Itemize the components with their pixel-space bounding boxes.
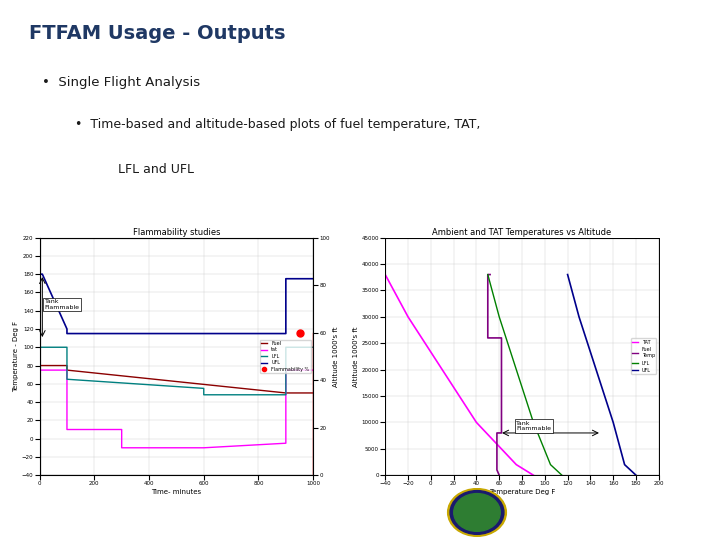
tat: [199, 444, 208, 451]
TAT: [404, 314, 413, 320]
LFL: [546, 461, 555, 468]
Fuel: [282, 390, 290, 396]
UFL: [609, 419, 618, 426]
LFL: [282, 344, 290, 350]
UFL: [63, 326, 71, 332]
UFL: [38, 271, 47, 278]
tat: [295, 367, 304, 373]
Legend: TAT, Fuel
Temp, LFL, UFL: TAT, Fuel Temp, LFL, UFL: [631, 339, 657, 374]
UFL: [63, 330, 71, 337]
tat: [282, 367, 290, 373]
Fuel
Temp: [498, 335, 506, 341]
Line: LFL: LFL: [40, 347, 313, 395]
tat: [63, 367, 71, 373]
tat: [117, 444, 126, 451]
Text: LFL and UFL: LFL and UFL: [118, 163, 194, 176]
Legend: Fuel, tat, LFL, UFL, Flammability %: Fuel, tat, LFL, UFL, Flammability %: [260, 340, 311, 373]
Y-axis label: Temperature - Deg F: Temperature - Deg F: [13, 321, 19, 392]
LFL: [63, 376, 71, 382]
Fuel
Temp: [484, 271, 492, 278]
Fuel
Temp: [486, 271, 495, 278]
LFL: [282, 392, 290, 398]
Line: LFL: LFL: [488, 274, 562, 475]
tat: [309, 367, 318, 373]
UFL: [621, 461, 629, 468]
TAT: [381, 271, 390, 278]
tat: [63, 426, 71, 433]
LFL: [529, 419, 538, 426]
Fuel: [63, 367, 71, 373]
Fuel: [282, 390, 290, 396]
Line: Fuel
Temp: Fuel Temp: [488, 274, 502, 475]
UFL: [592, 366, 600, 373]
LFL: [35, 344, 44, 350]
tat: [35, 367, 44, 373]
Y-axis label: Altitude 1000's ft: Altitude 1000's ft: [353, 326, 359, 387]
Text: •  Single Flight Analysis: • Single Flight Analysis: [42, 76, 200, 89]
Text: Administration: Administration: [529, 524, 622, 534]
UFL: [631, 472, 640, 478]
Text: FTFAM Usage - Outputs: FTFAM Usage - Outputs: [29, 24, 285, 43]
Fuel
Temp: [484, 335, 492, 341]
LFL: [495, 314, 503, 320]
tat: [282, 440, 290, 447]
Line: UFL: UFL: [40, 274, 313, 334]
TAT: [472, 419, 481, 426]
UFL: [563, 271, 572, 278]
Circle shape: [450, 491, 504, 534]
Y-axis label: Altitude 1000's ft: Altitude 1000's ft: [333, 326, 338, 387]
Text: 63: 63: [683, 520, 696, 530]
X-axis label: Time- minutes: Time- minutes: [151, 489, 202, 495]
Fuel
Temp: [492, 467, 501, 473]
Fuel: [63, 362, 71, 369]
LFL: [484, 271, 492, 278]
X-axis label: Temperature Deg F: Temperature Deg F: [489, 489, 555, 495]
UFL: [575, 314, 583, 320]
Fuel
Temp: [495, 472, 503, 478]
LFL: [309, 344, 318, 350]
Text: •  Time-based and altitude-based plots of fuel temperature, TAT,: • Time-based and altitude-based plots of…: [75, 118, 480, 131]
UFL: [282, 275, 290, 282]
UFL: [35, 271, 44, 278]
Text: Federal Aviation: Federal Aviation: [529, 505, 631, 515]
Circle shape: [454, 494, 500, 531]
Fuel: [309, 390, 318, 396]
LFL: [557, 472, 566, 478]
Fuel
Temp: [492, 430, 501, 436]
TAT: [512, 461, 521, 468]
Title: Ambient and TAT Temperatures vs Altitude: Ambient and TAT Temperatures vs Altitude: [433, 228, 611, 237]
LFL: [199, 392, 208, 398]
Fuel
Temp: [498, 430, 506, 436]
Line: TAT: TAT: [385, 274, 534, 475]
tat: [117, 426, 126, 433]
LFL: [63, 344, 71, 350]
Text: Tank
Flammable: Tank Flammable: [516, 421, 552, 431]
LFL: [512, 366, 521, 373]
UFL: [309, 275, 318, 282]
Fuel: [35, 362, 44, 369]
TAT: [438, 366, 446, 373]
tat: [199, 444, 208, 451]
Title: Flammability studies: Flammability studies: [132, 228, 220, 237]
Line: Fuel: Fuel: [40, 366, 313, 393]
UFL: [282, 330, 290, 337]
Text: 63: 63: [662, 497, 684, 512]
Text: The Fuel Tank Flammability Assessment Method – Flammability Analysis: The Fuel Tank Flammability Assessment Me…: [14, 509, 341, 517]
LFL: [199, 385, 208, 392]
UFL: [38, 271, 47, 278]
Line: tat: tat: [40, 370, 313, 448]
Text: Tank
Flammable: Tank Flammable: [45, 299, 79, 310]
TAT: [529, 472, 538, 478]
Line: UFL: UFL: [567, 274, 636, 475]
Circle shape: [448, 489, 506, 536]
